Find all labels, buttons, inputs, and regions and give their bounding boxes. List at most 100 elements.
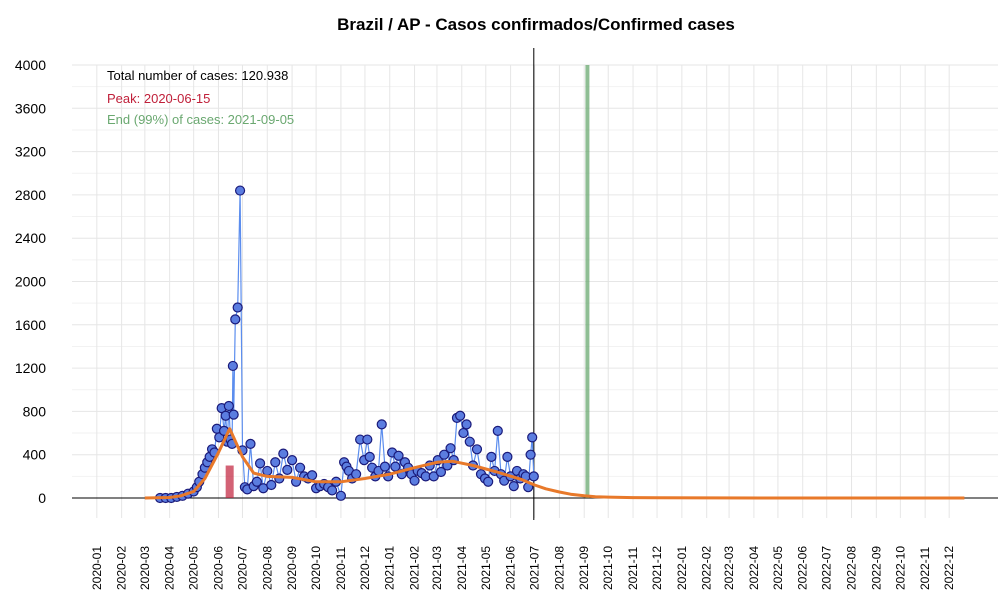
observed-point <box>508 480 519 492</box>
y-tick-label: 1600 <box>15 317 46 333</box>
x-tick-label: 2022-02 <box>700 546 714 590</box>
y-tick-label: 2400 <box>15 230 46 246</box>
observed-point <box>439 449 450 460</box>
observed-point <box>409 475 420 486</box>
observed-point <box>270 457 281 468</box>
fitted-line <box>144 427 965 500</box>
x-tick-label: 2020-10 <box>309 546 323 590</box>
observed-point <box>335 490 347 501</box>
observed-point <box>266 479 277 491</box>
chart-title: Brazil / AP - Casos confirmados/Confirme… <box>337 15 735 34</box>
observed-point <box>227 360 238 372</box>
peak-marker <box>225 465 234 498</box>
observed-point <box>458 427 469 439</box>
x-tick-label: 2020-12 <box>358 546 372 590</box>
x-tick-label: 2021-11 <box>626 547 640 590</box>
x-tick-label: 2022-07 <box>820 546 834 590</box>
x-tick-label: 2022-08 <box>845 546 859 590</box>
observed-point <box>435 466 447 478</box>
x-tick-label: 2021-04 <box>455 546 469 590</box>
observed-point <box>455 410 466 421</box>
y-axis: 0 400 800 1200 1600 2000 2400 2800 3200 3600 4000 <box>15 57 46 506</box>
x-tick-label: 2021-03 <box>430 546 444 590</box>
observed-point <box>362 434 373 445</box>
observed-point <box>445 443 456 454</box>
observed-point <box>492 425 503 436</box>
x-tick-label: 2020-02 <box>115 546 129 590</box>
observed-point <box>251 476 262 487</box>
annotation-total: Total number of cases: 120.938 <box>107 68 288 83</box>
observed-point <box>278 448 289 459</box>
x-tick-label: 2020-09 <box>285 546 299 590</box>
observed-point <box>294 462 306 473</box>
y-tick-label: 800 <box>23 403 47 419</box>
end-marker <box>585 65 590 498</box>
x-tick-label: 2022-05 <box>771 546 785 590</box>
x-tick-label: 2022-11 <box>918 547 932 590</box>
x-tick-label: 2020-01 <box>90 546 104 590</box>
x-tick-label: 2022-10 <box>893 546 907 590</box>
observed-point <box>528 471 539 482</box>
x-tick-label: 2021-01 <box>383 546 397 590</box>
observed-point <box>230 314 241 325</box>
x-axis: 2020-01 2020-02 2020-03 2020-04 2020-05 2020-… <box>90 546 956 590</box>
observed-point <box>428 471 439 482</box>
x-tick-label: 2020-11 <box>334 547 348 590</box>
y-tick-label: 0 <box>38 490 46 506</box>
observed-point <box>364 451 375 462</box>
observed-point <box>471 444 483 455</box>
x-tick-label: 2021-10 <box>601 546 615 590</box>
fitted-series <box>144 427 965 500</box>
observed-point <box>262 465 273 477</box>
observed-point <box>234 185 246 196</box>
observed-point <box>254 458 266 469</box>
observed-point <box>307 470 318 481</box>
x-tick-label: 2022-03 <box>722 546 736 590</box>
observed-point <box>379 461 391 472</box>
observed-point <box>486 451 497 462</box>
y-tick-label: 400 <box>23 447 47 463</box>
x-tick-label: 2022-12 <box>942 546 956 590</box>
y-tick-label: 3600 <box>15 100 46 116</box>
observed-point <box>351 469 362 480</box>
observed-point <box>461 419 472 430</box>
x-tick-label: 2020-08 <box>260 546 274 590</box>
x-tick-label: 2021-02 <box>408 546 422 590</box>
x-tick-label: 2020-04 <box>163 546 177 590</box>
y-tick-label: 4000 <box>15 57 46 73</box>
annotation-peak: Peak: 2020-06-15 <box>107 91 210 106</box>
x-tick-label: 2022-06 <box>796 546 810 590</box>
observed-point <box>327 485 338 496</box>
x-tick-label: 2021-09 <box>577 546 591 590</box>
x-tick-label: 2020-06 <box>211 546 225 590</box>
observed-point <box>502 451 513 462</box>
x-tick-label: 2021-12 <box>650 546 664 590</box>
y-tick-label: 3200 <box>15 144 46 160</box>
x-tick-label: 2020-05 <box>187 546 201 590</box>
observed-point <box>483 476 494 487</box>
y-tick-label: 2000 <box>15 274 46 290</box>
observed-point <box>393 450 404 461</box>
x-tick-label: 2022-01 <box>675 546 689 590</box>
observed-point <box>228 409 239 420</box>
observed-point <box>376 419 387 430</box>
observed-point <box>245 438 256 449</box>
x-tick-label: 2021-06 <box>504 546 518 590</box>
observed-series <box>154 185 539 504</box>
x-tick-label: 2021-08 <box>552 546 566 590</box>
x-tick-label: 2020-03 <box>138 546 152 590</box>
y-tick-label: 1200 <box>15 360 46 376</box>
observed-point <box>390 461 401 472</box>
x-tick-label: 2021-05 <box>479 546 493 590</box>
annotation-end: End (99%) of cases: 2021-09-05 <box>107 112 294 127</box>
y-tick-label: 2800 <box>15 187 46 203</box>
x-tick-label: 2022-09 <box>869 546 883 590</box>
x-tick-label: 2021-07 <box>528 546 542 590</box>
x-tick-label: 2020-07 <box>235 546 249 590</box>
observed-point <box>525 449 536 460</box>
observed-point <box>464 436 475 447</box>
observed-point <box>223 400 234 412</box>
observed-point <box>527 432 538 443</box>
observed-point <box>232 302 243 313</box>
